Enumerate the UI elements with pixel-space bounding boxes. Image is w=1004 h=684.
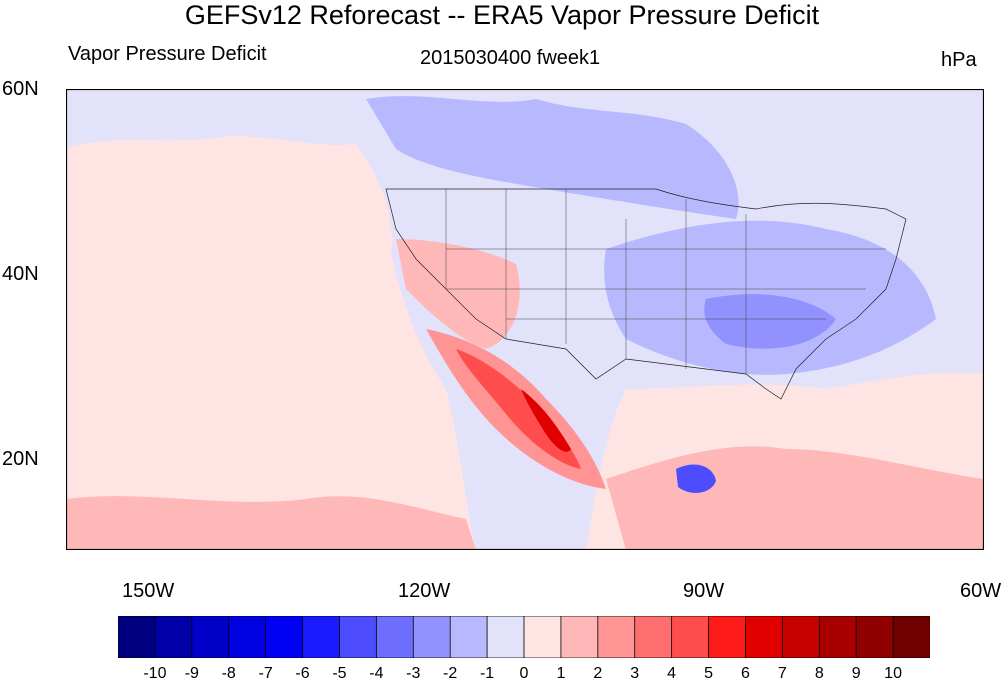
- colorbar-box: [855, 616, 894, 658]
- colorbar-tick-label: -10: [143, 665, 167, 682]
- lat-label-20n: 20N: [2, 448, 39, 470]
- colorbar-box: [745, 616, 784, 658]
- colorbar-tick-label: 3: [630, 665, 640, 682]
- canada-negative-anomaly: [366, 96, 739, 219]
- colorbar-tick-label: 0: [519, 665, 529, 682]
- colorbar-tick-label: 2: [593, 665, 603, 682]
- forecast-date: 2015030400 fweek1: [420, 47, 601, 69]
- lon-label-90w: 90W: [683, 580, 725, 602]
- colorbar-tick-label: 5: [704, 665, 713, 682]
- colorbar-tick-label: -6: [295, 665, 310, 682]
- colorbar-box: [671, 616, 710, 658]
- colorbar-tick-label: 6: [741, 665, 750, 682]
- lon-label-150w: 150W: [122, 580, 175, 602]
- colorbar-tick-label: -3: [406, 665, 421, 682]
- colorbar-box: [412, 616, 451, 658]
- yucatan-blue-spot: [676, 464, 716, 493]
- vpd-map: [66, 89, 984, 550]
- colorbar-tick-label: 8: [814, 665, 824, 682]
- colorbar-tick-label: -4: [369, 665, 384, 682]
- pacific-positive-anomaly: [66, 136, 476, 550]
- colorbar-tick-label: 7: [777, 665, 787, 682]
- colorbar-box: [265, 616, 304, 658]
- colorbar-tick-label: -8: [221, 665, 236, 682]
- colorbar-box: [375, 616, 414, 658]
- colorbar-box: [118, 616, 156, 658]
- colorbar-box: [781, 616, 820, 658]
- lon-label-120w: 120W: [398, 580, 451, 602]
- colorbar-box: [634, 616, 673, 658]
- colorbar-box: [486, 616, 525, 658]
- colorbar-box: [191, 616, 230, 658]
- colorbar-box: [339, 616, 378, 658]
- colorbar-tick-label: -7: [258, 665, 273, 682]
- colorbar-box: [523, 616, 562, 658]
- colorbar: [118, 616, 930, 658]
- colorbar-tick-label: 10: [884, 665, 902, 682]
- colorbar-box: [228, 616, 267, 658]
- colorbar-box: [708, 616, 747, 658]
- us-outline: [385, 188, 907, 400]
- colorbar-tick-label: -2: [443, 665, 458, 682]
- colorbar-box: [154, 616, 193, 658]
- colorbar-box: [818, 616, 857, 658]
- colorbar-box: [560, 616, 599, 658]
- colorbar-tick-label: 4: [667, 665, 677, 682]
- southeast-us-blue: [704, 294, 836, 349]
- chart-title: GEFSv12 Reforecast -- ERA5 Vapor Pressur…: [184, 0, 820, 30]
- colorbar-tick-label: -9: [184, 665, 199, 682]
- colorbar-box: [302, 616, 341, 658]
- colorbar-tick-label: -5: [332, 665, 347, 682]
- state-borders: [445, 189, 886, 374]
- lat-label-40n: 40N: [2, 263, 39, 285]
- colorbar-box: [597, 616, 636, 658]
- map-border: [66, 89, 984, 550]
- southwest-us-positive-anomaly: [396, 239, 520, 349]
- lat-label-60n: 60N: [2, 78, 39, 100]
- colorbar-tick-label: 1: [556, 665, 566, 682]
- colorbar-tick-label: 9: [851, 665, 861, 682]
- lon-label-60w: 60W: [960, 580, 1002, 602]
- southern-pacific-red-band: [66, 496, 476, 550]
- sierra-madre-deep-red: [521, 389, 571, 452]
- colorbar-tick-label: -1: [479, 665, 495, 682]
- colorbar-box: [892, 616, 930, 658]
- variable-name: Vapor Pressure Deficit: [68, 43, 267, 65]
- colorbar-box: [449, 616, 488, 658]
- units-label: hPa: [941, 49, 977, 71]
